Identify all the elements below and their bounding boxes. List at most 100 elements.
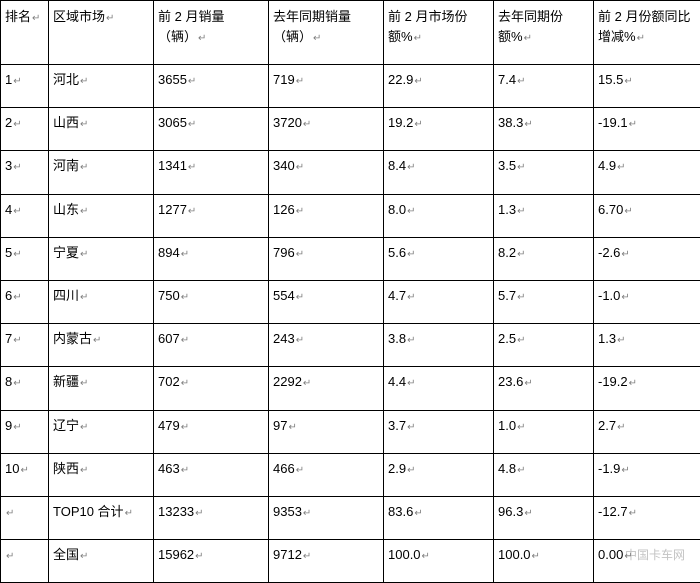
table-cell: 8.4↵ [384,151,494,194]
table-cell: 3.5↵ [494,151,594,194]
table-cell: 宁夏↵ [49,237,154,280]
table-row: 4↵山东↵1277↵126↵8.0↵1.3↵6.70↵ [1,194,700,237]
table-cell: 内蒙古↵ [49,324,154,367]
table-cell: -1.9↵ [594,453,700,496]
table-cell: -19.1↵ [594,108,700,151]
table-cell: 4.8↵ [494,453,594,496]
table-row: 7↵内蒙古↵607↵243↵3.8↵2.5↵1.3↵ [1,324,700,367]
table-cell: 4.7↵ [384,280,494,323]
table-cell: 607↵ [154,324,269,367]
table-cell: 新疆↵ [49,367,154,410]
table-cell: 100.0↵ [494,540,594,583]
table-cell: 9353↵ [269,496,384,539]
table-cell: 1↵ [1,65,49,108]
table-cell: -19.2↵ [594,367,700,410]
table-cell: 3655↵ [154,65,269,108]
header-cell-5: 去年同期份额%↵ [494,1,594,65]
table-row: 9↵辽宁↵479↵97↵3.7↵1.0↵2.7↵ [1,410,700,453]
header-cell-3: 去年同期销量（辆）↵ [269,1,384,65]
table-cell: 3720↵ [269,108,384,151]
header-cell-1: 区域市场↵ [49,1,154,65]
table-cell: 陕西↵ [49,453,154,496]
table-cell: 6↵ [1,280,49,323]
table-row: 2↵山西↵3065↵3720↵19.2↵38.3↵-19.1↵ [1,108,700,151]
table-cell: 山西↵ [49,108,154,151]
table-cell: 2.9↵ [384,453,494,496]
table-cell: 22.9↵ [384,65,494,108]
table-cell: 894↵ [154,237,269,280]
table-row: 5↵宁夏↵894↵796↵5.6↵8.2↵-2.6↵ [1,237,700,280]
table-cell: 8.0↵ [384,194,494,237]
table-cell: 2.7↵ [594,410,700,453]
table-cell: 1277↵ [154,194,269,237]
table-body: 1↵河北↵3655↵719↵22.9↵7.4↵15.5↵2↵山西↵3065↵37… [1,65,700,583]
table-cell: 126↵ [269,194,384,237]
table-cell: TOP10 合计↵ [49,496,154,539]
table-cell: 3065↵ [154,108,269,151]
table-cell: 1341↵ [154,151,269,194]
table-cell: 6.70↵ [594,194,700,237]
table-row: ↵全国↵15962↵9712↵100.0↵100.0↵0.00↵ [1,540,700,583]
table-cell: ↵ [1,496,49,539]
table-cell: 河南↵ [49,151,154,194]
table-cell: 702↵ [154,367,269,410]
data-table: 排名↵区域市场↵前 2 月销量（辆）↵去年同期销量（辆）↵前 2 月市场份额%↵… [0,0,700,583]
table-cell: 750↵ [154,280,269,323]
header-cell-2: 前 2 月销量（辆）↵ [154,1,269,65]
header-row: 排名↵区域市场↵前 2 月销量（辆）↵去年同期销量（辆）↵前 2 月市场份额%↵… [1,1,700,65]
table-cell: 山东↵ [49,194,154,237]
table-cell: 19.2↵ [384,108,494,151]
table-cell: -2.6↵ [594,237,700,280]
table-cell: 辽宁↵ [49,410,154,453]
header-cell-6: 前 2 月份额同比增减%↵ [594,1,700,65]
table-cell: 四川↵ [49,280,154,323]
table-cell: 340↵ [269,151,384,194]
table-cell: 9↵ [1,410,49,453]
table-cell: 96.3↵ [494,496,594,539]
table-cell: 1.0↵ [494,410,594,453]
table-cell: 97↵ [269,410,384,453]
table-cell: 479↵ [154,410,269,453]
table-cell: 4↵ [1,194,49,237]
header-cell-0: 排名↵ [1,1,49,65]
table-row: 3↵河南↵1341↵340↵8.4↵3.5↵4.9↵ [1,151,700,194]
table-cell: 4.4↵ [384,367,494,410]
table-row: ↵TOP10 合计↵13233↵9353↵83.6↵96.3↵-12.7↵ [1,496,700,539]
table-cell: 463↵ [154,453,269,496]
table-cell: 3↵ [1,151,49,194]
table-cell: 100.0↵ [384,540,494,583]
table-cell: 9712↵ [269,540,384,583]
table-cell: 23.6↵ [494,367,594,410]
table-cell: 5.6↵ [384,237,494,280]
table-cell: 5↵ [1,237,49,280]
table-cell: 243↵ [269,324,384,367]
table-cell: 15.5↵ [594,65,700,108]
table-row: 1↵河北↵3655↵719↵22.9↵7.4↵15.5↵ [1,65,700,108]
table-cell: -12.7↵ [594,496,700,539]
table-cell: 83.6↵ [384,496,494,539]
table-cell: 8.2↵ [494,237,594,280]
table-cell: 河北↵ [49,65,154,108]
table-cell: 8↵ [1,367,49,410]
table-cell: 2.5↵ [494,324,594,367]
table-cell: 466↵ [269,453,384,496]
table-cell: 15962↵ [154,540,269,583]
table-cell: 5.7↵ [494,280,594,323]
table-cell: 1.3↵ [494,194,594,237]
table-cell: 719↵ [269,65,384,108]
table-cell: 3.8↵ [384,324,494,367]
table-cell: 1.3↵ [594,324,700,367]
table-cell: 10↵ [1,453,49,496]
table-cell: 0.00↵ [594,540,700,583]
table-cell: 796↵ [269,237,384,280]
table-row: 6↵四川↵750↵554↵4.7↵5.7↵-1.0↵ [1,280,700,323]
table-cell: 全国↵ [49,540,154,583]
table-cell: 3.7↵ [384,410,494,453]
table-row: 8↵新疆↵702↵2292↵4.4↵23.6↵-19.2↵ [1,367,700,410]
table-cell: 554↵ [269,280,384,323]
table-cell: 38.3↵ [494,108,594,151]
table-cell: ↵ [1,540,49,583]
table-cell: 13233↵ [154,496,269,539]
header-cell-4: 前 2 月市场份额%↵ [384,1,494,65]
table-row: 10↵陕西↵463↵466↵2.9↵4.8↵-1.9↵ [1,453,700,496]
